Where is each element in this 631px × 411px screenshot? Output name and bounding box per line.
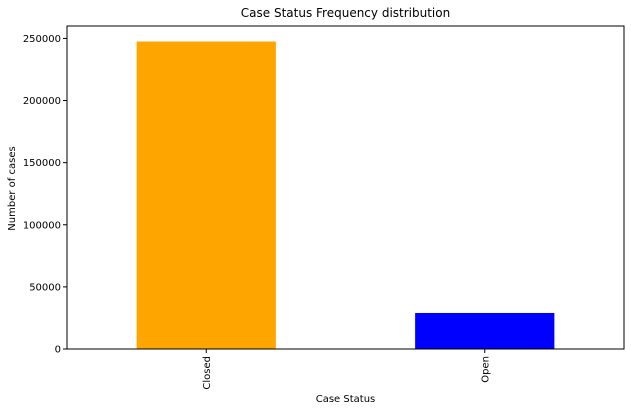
x-axis-label: Case Status	[316, 394, 376, 405]
y-tick-label: 50000	[29, 282, 61, 293]
y-tick-label: 200000	[23, 96, 61, 107]
y-axis-label: Number of cases	[7, 146, 18, 230]
y-tick-label: 250000	[23, 34, 61, 45]
x-tick-label-open: Open	[480, 356, 491, 383]
y-tick-label: 150000	[23, 158, 61, 169]
y-tick-label: 0	[55, 345, 61, 356]
x-tick-label-closed: Closed	[202, 356, 213, 390]
chart-title: Case Status Frequency distribution	[241, 6, 450, 20]
bar-open	[415, 312, 555, 349]
plot-area: Closed Open 0 50000 100000 150000 200000 250000	[23, 25, 625, 390]
bar-closed	[136, 41, 276, 350]
axes-frame	[66, 25, 625, 350]
y-tick-label: 100000	[23, 220, 61, 231]
